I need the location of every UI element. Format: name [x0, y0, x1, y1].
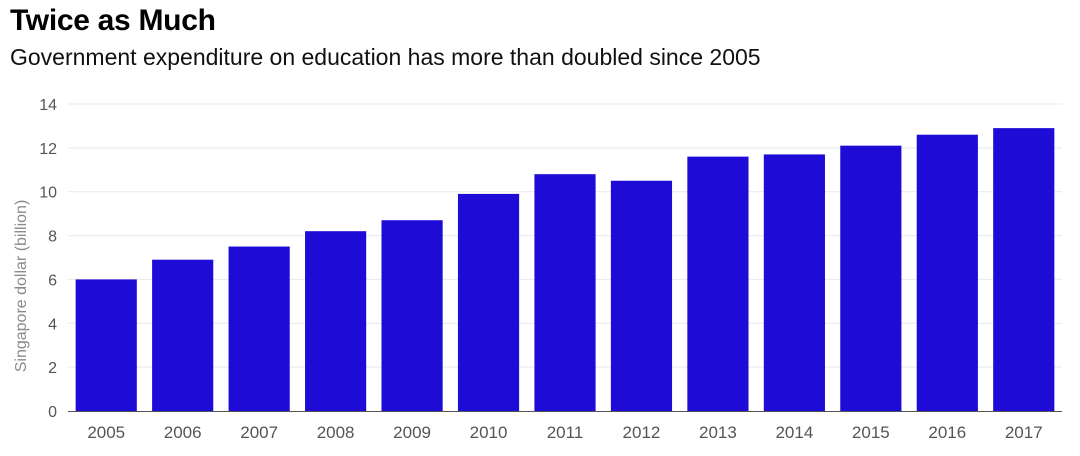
- x-tick-label: 2016: [928, 423, 966, 442]
- x-tick-label: 2006: [164, 423, 202, 442]
- bar-2005: [75, 279, 137, 411]
- chart-subtitle: Government expenditure on education has …: [10, 44, 761, 70]
- bar-2013: [687, 156, 749, 411]
- y-tick-label: 6: [48, 272, 57, 289]
- x-tick-label: 2008: [317, 423, 355, 442]
- bar-2006: [152, 259, 214, 411]
- y-tick-label: 14: [39, 97, 57, 114]
- x-tick-label: 2013: [699, 423, 737, 442]
- bar-2008: [305, 231, 367, 411]
- y-tick-label: 2: [48, 360, 57, 377]
- bar-2014: [763, 154, 825, 411]
- bar-2011: [534, 174, 596, 411]
- bar-2010: [457, 193, 520, 411]
- y-tick-label: 10: [39, 185, 57, 202]
- x-tick-label: 2015: [852, 423, 890, 442]
- bar-2012: [610, 180, 673, 411]
- y-tick-label: 4: [48, 316, 57, 333]
- bars: [75, 128, 1055, 411]
- bar-2016: [916, 134, 978, 411]
- bar-2017: [993, 128, 1055, 411]
- x-tick-label: 2014: [775, 423, 813, 442]
- y-tick-label: 0: [48, 404, 57, 421]
- x-tick-label: 2005: [87, 423, 125, 442]
- x-tick-label: 2010: [470, 423, 508, 442]
- y-axis-ticks: 0 2 4 6 8 10 12 14: [39, 97, 57, 421]
- bar-2007: [228, 246, 290, 411]
- y-tick-label: 12: [39, 141, 57, 158]
- y-axis-label: Singapore dollar (billion): [13, 200, 30, 373]
- x-tick-label: 2017: [1005, 423, 1043, 442]
- y-tick-label: 8: [48, 229, 57, 246]
- x-tick-label: 2012: [623, 423, 661, 442]
- x-tick-label: 2007: [240, 423, 278, 442]
- x-tick-label: 2009: [393, 423, 431, 442]
- chart-title: Twice as Much: [10, 4, 216, 37]
- x-tick-label: 2011: [547, 423, 584, 442]
- x-axis-ticks: 2005 2006 2007 2008 2009 2010 2011 2012 2013 2014…: [87, 423, 1042, 442]
- bar-2009: [381, 220, 443, 411]
- bar-2015: [840, 145, 902, 411]
